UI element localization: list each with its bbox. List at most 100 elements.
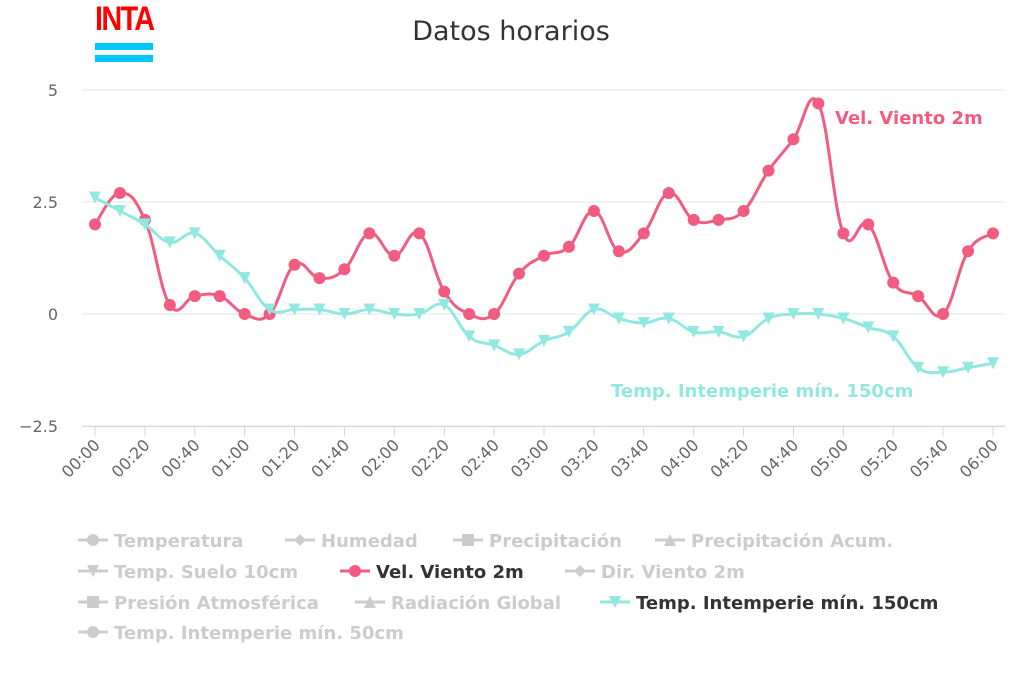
data-point	[912, 290, 925, 303]
legend-label: Temp. Intemperie mín. 50cm	[114, 623, 404, 644]
data-point	[837, 227, 850, 240]
x-tick-label: 00:00	[58, 435, 104, 481]
legend-label: Vel. Viento 2m	[376, 562, 524, 583]
data-point	[488, 339, 501, 352]
x-tick-label: 04:00	[656, 435, 702, 481]
x-tick-label: 05:00	[806, 435, 852, 481]
legend-label: Humedad	[321, 531, 418, 552]
x-tick-label: 00:20	[108, 435, 154, 481]
data-point	[438, 299, 451, 312]
data-point	[812, 97, 825, 110]
data-point	[787, 308, 800, 320]
legend-item[interactable]: Radiación Global	[355, 593, 561, 614]
data-point	[737, 330, 750, 343]
x-tick-label: 03:20	[557, 435, 603, 481]
data-point	[787, 133, 800, 146]
data-point	[213, 290, 226, 303]
series-label: Temp. Intemperie mín. 150cm	[611, 381, 913, 402]
legend-item[interactable]: Temp. Suelo 10cm	[78, 562, 298, 583]
legend-item[interactable]: Dir. Viento 2m	[565, 562, 745, 583]
data-point	[587, 204, 600, 217]
data-point	[937, 366, 950, 379]
data-point	[712, 325, 725, 338]
x-tick-label: 01:00	[207, 435, 253, 481]
legend-item[interactable]: Temp. Intemperie mín. 50cm	[78, 623, 404, 644]
data-point	[637, 316, 650, 329]
data-point	[987, 357, 999, 370]
data-point	[837, 312, 850, 325]
data-point	[538, 249, 550, 262]
data-point	[762, 164, 775, 177]
data-point	[887, 276, 900, 289]
legend-marker-icon	[87, 626, 99, 638]
x-tick-label: 05:20	[856, 435, 902, 481]
data-point	[113, 187, 126, 200]
data-point	[862, 321, 875, 334]
data-point	[89, 191, 101, 204]
legend-label: Precipitación	[489, 531, 622, 552]
data-point	[213, 249, 226, 262]
chart-title: Datos horarios	[412, 16, 610, 47]
y-tick-label: 2.5	[33, 193, 58, 212]
legend-item[interactable]: Temperatura	[78, 531, 243, 552]
x-tick-label: 02:00	[357, 435, 403, 481]
legend-item[interactable]: Humedad	[285, 531, 418, 552]
data-point	[587, 303, 600, 316]
data-point	[263, 303, 276, 316]
legend-item[interactable]: Vel. Viento 2m	[340, 562, 524, 583]
data-point	[113, 204, 126, 217]
data-point	[513, 267, 526, 280]
data-point	[662, 312, 675, 325]
data-point	[513, 348, 526, 361]
x-tick-label: 01:20	[257, 435, 303, 481]
y-tick-label: −2.5	[19, 417, 58, 436]
x-tick-label: 00:40	[158, 435, 204, 481]
legend-marker-icon	[87, 565, 99, 577]
data-point	[612, 245, 625, 258]
data-point	[438, 285, 451, 298]
legend-marker-icon	[294, 534, 306, 546]
data-point	[163, 299, 176, 312]
data-point	[138, 218, 151, 231]
data-point	[363, 227, 376, 240]
legend-marker-icon	[574, 565, 586, 577]
data-point	[912, 361, 925, 374]
x-tick-label: 06:00	[956, 435, 1002, 481]
data-point	[538, 334, 550, 347]
data-point	[737, 204, 750, 217]
legend-item[interactable]: Precipitación Acum.	[655, 531, 893, 552]
series-line	[93, 97, 994, 321]
x-tick-label: 03:40	[607, 435, 653, 481]
data-point	[288, 303, 301, 316]
legend-marker-icon	[87, 534, 99, 546]
x-tick-label: 03:00	[507, 435, 553, 481]
legend-label: Radiación Global	[391, 593, 561, 614]
legend-marker-icon	[364, 596, 376, 608]
data-point	[89, 218, 101, 231]
data-point	[288, 258, 301, 271]
x-tick-label: 05:40	[906, 435, 952, 481]
legend-marker-icon	[462, 534, 474, 546]
legend-marker-icon	[349, 565, 361, 577]
legend-marker-icon	[664, 534, 676, 546]
data-point	[338, 308, 351, 320]
data-point	[313, 272, 326, 285]
y-tick-label: 5	[48, 81, 58, 100]
data-point	[987, 227, 999, 240]
x-tick-label: 04:20	[706, 435, 752, 481]
data-point	[313, 303, 326, 316]
legend-marker-icon	[609, 596, 621, 608]
data-point	[962, 361, 975, 374]
legend-item[interactable]: Presión Atmosférica	[78, 593, 319, 614]
data-point	[463, 330, 476, 343]
data-point	[413, 227, 426, 240]
legend-item[interactable]: Precipitación	[453, 531, 622, 552]
data-point	[612, 312, 625, 325]
data-point	[363, 303, 376, 316]
legend-label: Temp. Suelo 10cm	[114, 562, 298, 583]
data-point	[687, 213, 700, 226]
inta-logo: INTA	[95, 0, 155, 62]
legend-item[interactable]: Temp. Intemperie mín. 150cm	[600, 593, 938, 614]
data-point	[637, 227, 650, 240]
